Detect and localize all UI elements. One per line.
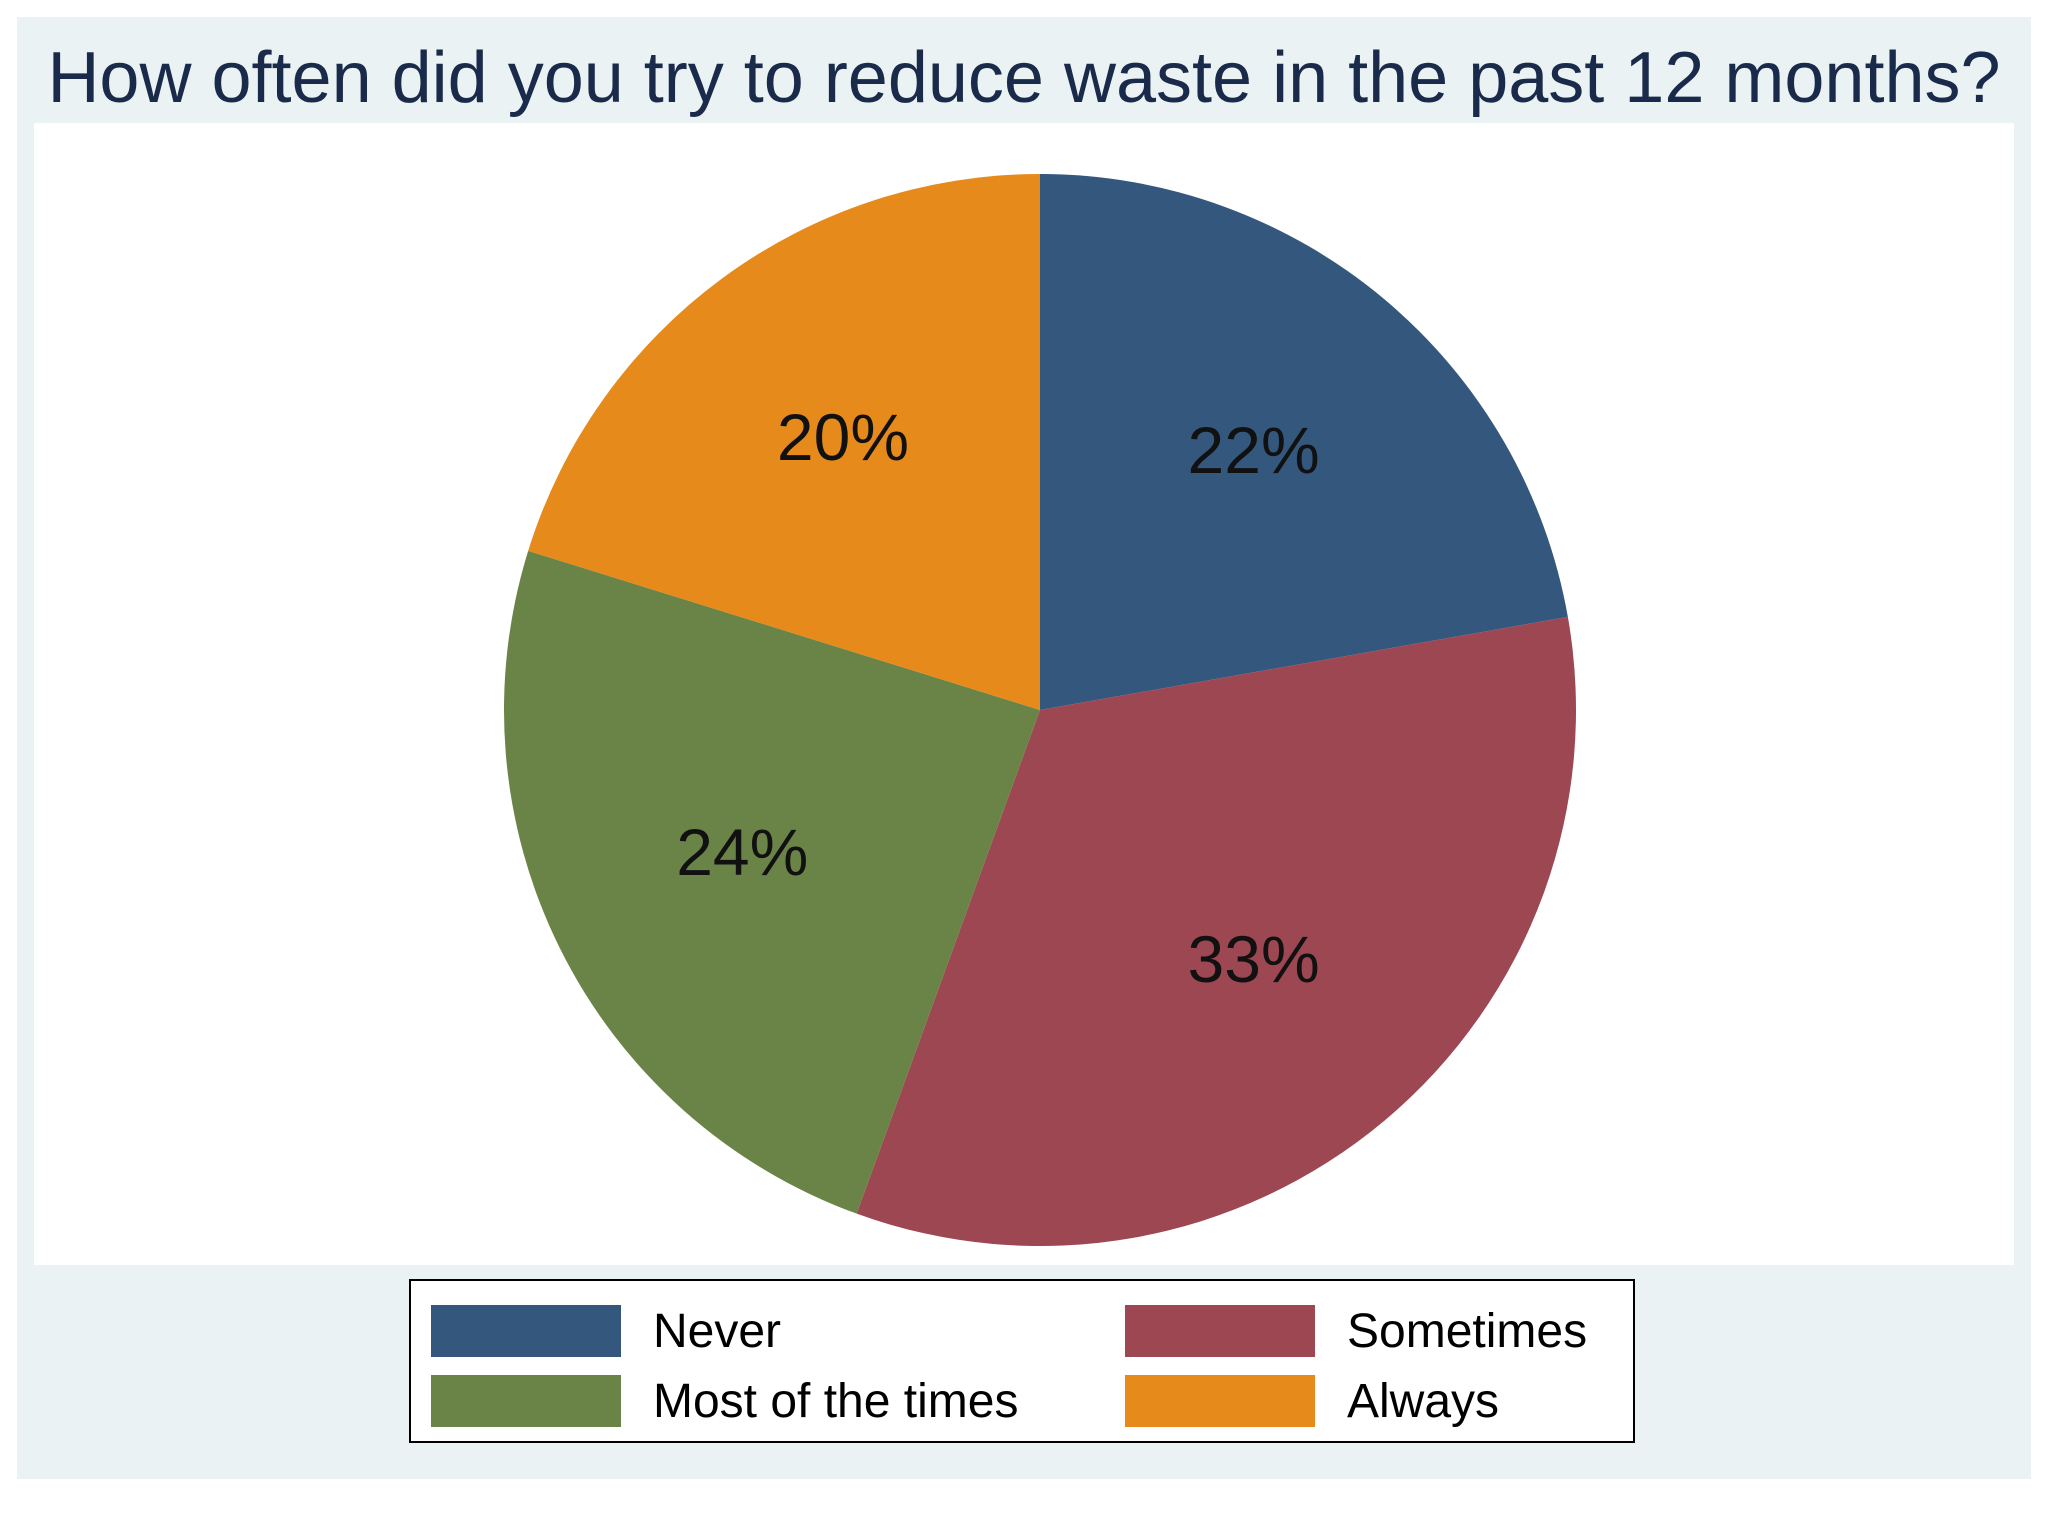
chart-frame: How often did you try to reduce waste in… [17,17,2031,1479]
legend-label-most-of-the-times: Most of the times [653,1374,1019,1428]
slice-label-never: 22% [1188,413,1320,487]
pie-slice-never [1040,174,1568,710]
legend-label-always: Always [1347,1374,1500,1428]
legend-label-never: Never [653,1304,782,1358]
legend-item-sometimes: Sometimes [1125,1303,1587,1359]
pie-slice-most-of-the-times [503,550,1040,1214]
legend-item-always: Always [1125,1373,1499,1429]
plot-area: 22% 33% 24% 20% [34,123,2014,1265]
slice-label-most-of-the-times: 24% [676,815,808,889]
legend-swatch-never [431,1305,621,1357]
legend-item-never: Never [431,1303,781,1359]
legend-swatch-always [1125,1375,1315,1427]
legend: Never Sometimes Most of the times Always [409,1279,1635,1443]
legend-label-sometimes: Sometimes [1347,1304,1588,1358]
pie-slice-sometimes [856,616,1576,1247]
slice-label-sometimes: 33% [1188,922,1320,996]
pie-chart: 22% 33% 24% 20% [503,174,1576,1247]
legend-swatch-sometimes [1125,1305,1315,1357]
legend-item-most-of-the-times: Most of the times [431,1373,1018,1429]
slice-label-always: 20% [777,400,909,474]
pie-slice-always [528,174,1040,710]
legend-swatch-most-of-the-times [431,1375,621,1427]
chart-title: How often did you try to reduce waste in… [47,38,2001,118]
